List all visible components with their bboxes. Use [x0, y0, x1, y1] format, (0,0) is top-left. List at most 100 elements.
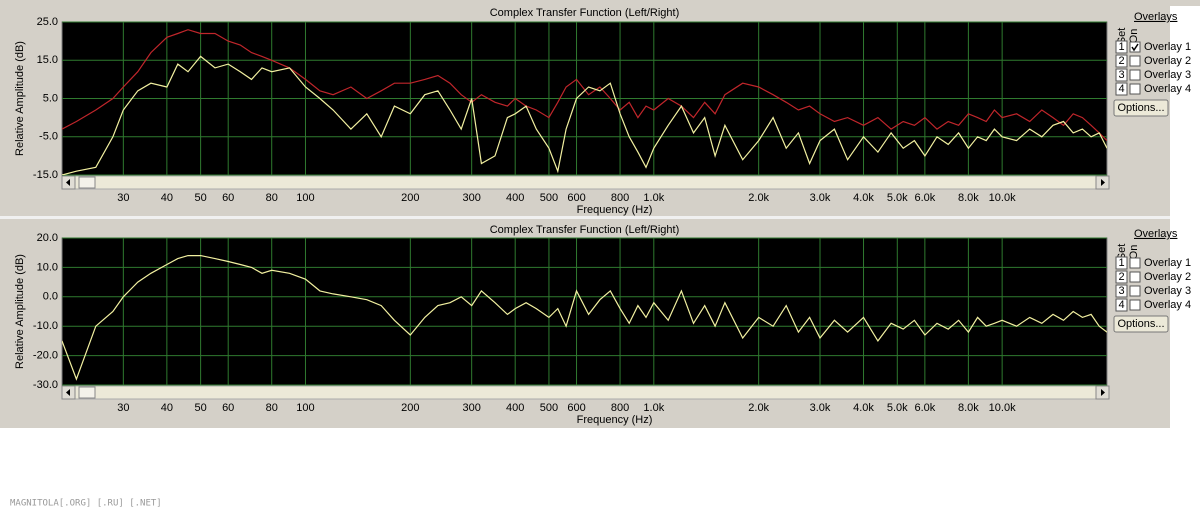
scroll-left-arrow: [66, 179, 70, 186]
wave-icon: [1087, 244, 1105, 256]
y-tick-label: -15.0: [33, 169, 58, 181]
wave-icon: [1087, 28, 1105, 40]
chart-title: Complex Transfer Function (Left/Right): [490, 7, 680, 19]
x-tick-label: 2.0k: [748, 402, 769, 414]
overlay-number: 1: [1118, 41, 1124, 53]
x-tick-label: 200: [401, 192, 419, 204]
x-tick-label: 800: [611, 402, 629, 414]
x-tick-label: 500: [540, 192, 558, 204]
x-tick-label: 60: [222, 192, 234, 204]
x-tick-label: 1.0k: [643, 402, 664, 414]
overlay-checkbox[interactable]: [1129, 83, 1141, 95]
overlay-number: 2: [1118, 55, 1124, 67]
overlay-checkbox[interactable]: [1129, 55, 1141, 67]
overlay-label: Overlay 1: [1144, 41, 1191, 53]
scrollbar: [61, 385, 1110, 400]
overlay-number-box: [1115, 256, 1128, 270]
watermark: MAGNITOLA[.ORG] [.RU] [.NET]: [10, 499, 162, 509]
chart-title: Complex Transfer Function (Left/Right): [490, 224, 680, 236]
series-line: [62, 255, 1107, 381]
options-button[interactable]: [1113, 315, 1169, 333]
x-tick-label: 4.0k: [853, 402, 874, 414]
on-label: On: [1128, 245, 1140, 260]
overlay-label: Overlay 3: [1144, 285, 1191, 297]
x-tick-label: 5.0k: [887, 192, 908, 204]
x-axis-label: Frequency (Hz): [577, 204, 653, 216]
x-tick-label: 6.0k: [914, 402, 935, 414]
x-tick-label: 300: [462, 402, 480, 414]
y-axis-label: Relative Amplitude (dB): [14, 254, 26, 369]
x-tick-label: 600: [567, 192, 585, 204]
x-tick-label: 100: [296, 402, 314, 414]
x-tick-label: 600: [567, 402, 585, 414]
x-tick-label: 400: [506, 402, 524, 414]
y-tick-label: -10.0: [33, 320, 58, 332]
y-tick-label: 5.0: [43, 92, 58, 104]
options-button-label: Options...: [1117, 102, 1164, 114]
on-label: On: [1128, 29, 1140, 44]
x-tick-label: 50: [194, 402, 206, 414]
x-tick-label: 3.0k: [810, 402, 831, 414]
y-axis-label: Relative Amplitude (dB): [14, 41, 26, 156]
x-tick-label: 4.0k: [853, 192, 874, 204]
scroll-thumb[interactable]: [78, 386, 96, 399]
x-tick-label: 30: [117, 402, 129, 414]
x-tick-label: 6.0k: [914, 192, 935, 204]
x-tick-label: 80: [266, 402, 278, 414]
scrollbar: [61, 175, 1110, 190]
overlay-label: Overlay 4: [1144, 83, 1191, 95]
overlay-number-box: [1115, 54, 1128, 68]
set-label: Set: [1116, 28, 1128, 45]
overlays-title: Overlays: [1134, 11, 1178, 23]
overlay-number-box: [1115, 284, 1128, 298]
overlay-checkbox[interactable]: [1129, 41, 1141, 53]
y-tick-label: -30.0: [33, 379, 58, 391]
y-tick-label: 10.0: [37, 261, 58, 273]
series-line: [62, 29, 1107, 142]
x-tick-label: 40: [161, 192, 173, 204]
x-tick-label: 50: [194, 192, 206, 204]
x-tick-label: 100: [296, 192, 314, 204]
y-tick-label: -5.0: [39, 131, 58, 143]
y-tick-label: 20.0: [37, 232, 58, 244]
overlay-label: Overlay 1: [1144, 257, 1191, 269]
y-tick-label: -20.0: [33, 350, 58, 362]
x-tick-label: 8.0k: [958, 402, 979, 414]
overlays-title: Overlays: [1134, 228, 1178, 240]
overlay-label: Overlay 4: [1144, 299, 1191, 311]
scroll-left-arrow: [66, 389, 70, 396]
x-tick-label: 500: [540, 402, 558, 414]
x-tick-label: 30: [117, 192, 129, 204]
scroll-right-arrow: [1101, 179, 1105, 186]
x-tick-label: 400: [506, 192, 524, 204]
overlay-checkbox[interactable]: [1129, 69, 1141, 81]
overlay-number: 3: [1118, 285, 1124, 297]
overlay-checkbox[interactable]: [1129, 299, 1141, 311]
overlay-label: Overlay 2: [1144, 271, 1191, 283]
y-tick-label: 0.0: [43, 291, 58, 303]
x-tick-label: 3.0k: [810, 192, 831, 204]
separator: [0, 216, 1170, 219]
x-tick-label: 200: [401, 402, 419, 414]
overlay-label: Overlay 3: [1144, 69, 1191, 81]
x-tick-label: 300: [462, 192, 480, 204]
y-tick-label: 25.0: [37, 16, 58, 28]
x-tick-label: 8.0k: [958, 192, 979, 204]
overlay-checkbox[interactable]: [1129, 285, 1141, 297]
x-tick-label: 1.0k: [643, 192, 664, 204]
overlay-checkbox[interactable]: [1129, 257, 1141, 269]
y-tick-label: 15.0: [37, 54, 58, 66]
options-button[interactable]: [1113, 99, 1169, 117]
overlay-number-box: [1115, 270, 1128, 284]
x-tick-label: 10.0k: [989, 192, 1016, 204]
x-tick-label: 800: [611, 192, 629, 204]
overlay-checkbox[interactable]: [1129, 271, 1141, 283]
overlay-number: 4: [1118, 299, 1124, 311]
overlay-number: 3: [1118, 69, 1124, 81]
checkmark: [1131, 43, 1139, 52]
x-axis-label: Frequency (Hz): [577, 414, 653, 426]
scroll-thumb[interactable]: [78, 176, 96, 189]
overlay-label: Overlay 2: [1144, 55, 1191, 67]
set-label: Set: [1116, 244, 1128, 261]
